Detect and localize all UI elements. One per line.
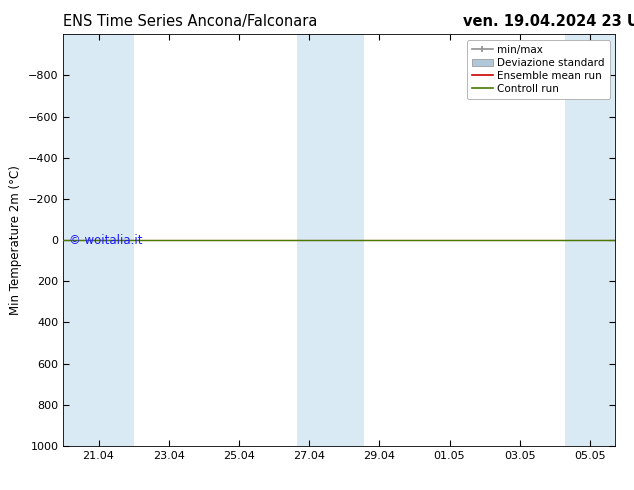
Y-axis label: Min Temperature 2m (°C): Min Temperature 2m (°C)	[10, 165, 22, 315]
Legend: min/max, Deviazione standard, Ensemble mean run, Controll run: min/max, Deviazione standard, Ensemble m…	[467, 40, 610, 99]
Bar	[297, 34, 365, 446]
Text: © woitalia.it: © woitalia.it	[69, 234, 143, 247]
Text: ENS Time Series Ancona/Falconara: ENS Time Series Ancona/Falconara	[63, 14, 318, 29]
Text: ven. 19.04.2024 23 UTC: ven. 19.04.2024 23 UTC	[463, 14, 634, 29]
Bar	[63, 34, 134, 446]
Bar	[565, 34, 615, 446]
